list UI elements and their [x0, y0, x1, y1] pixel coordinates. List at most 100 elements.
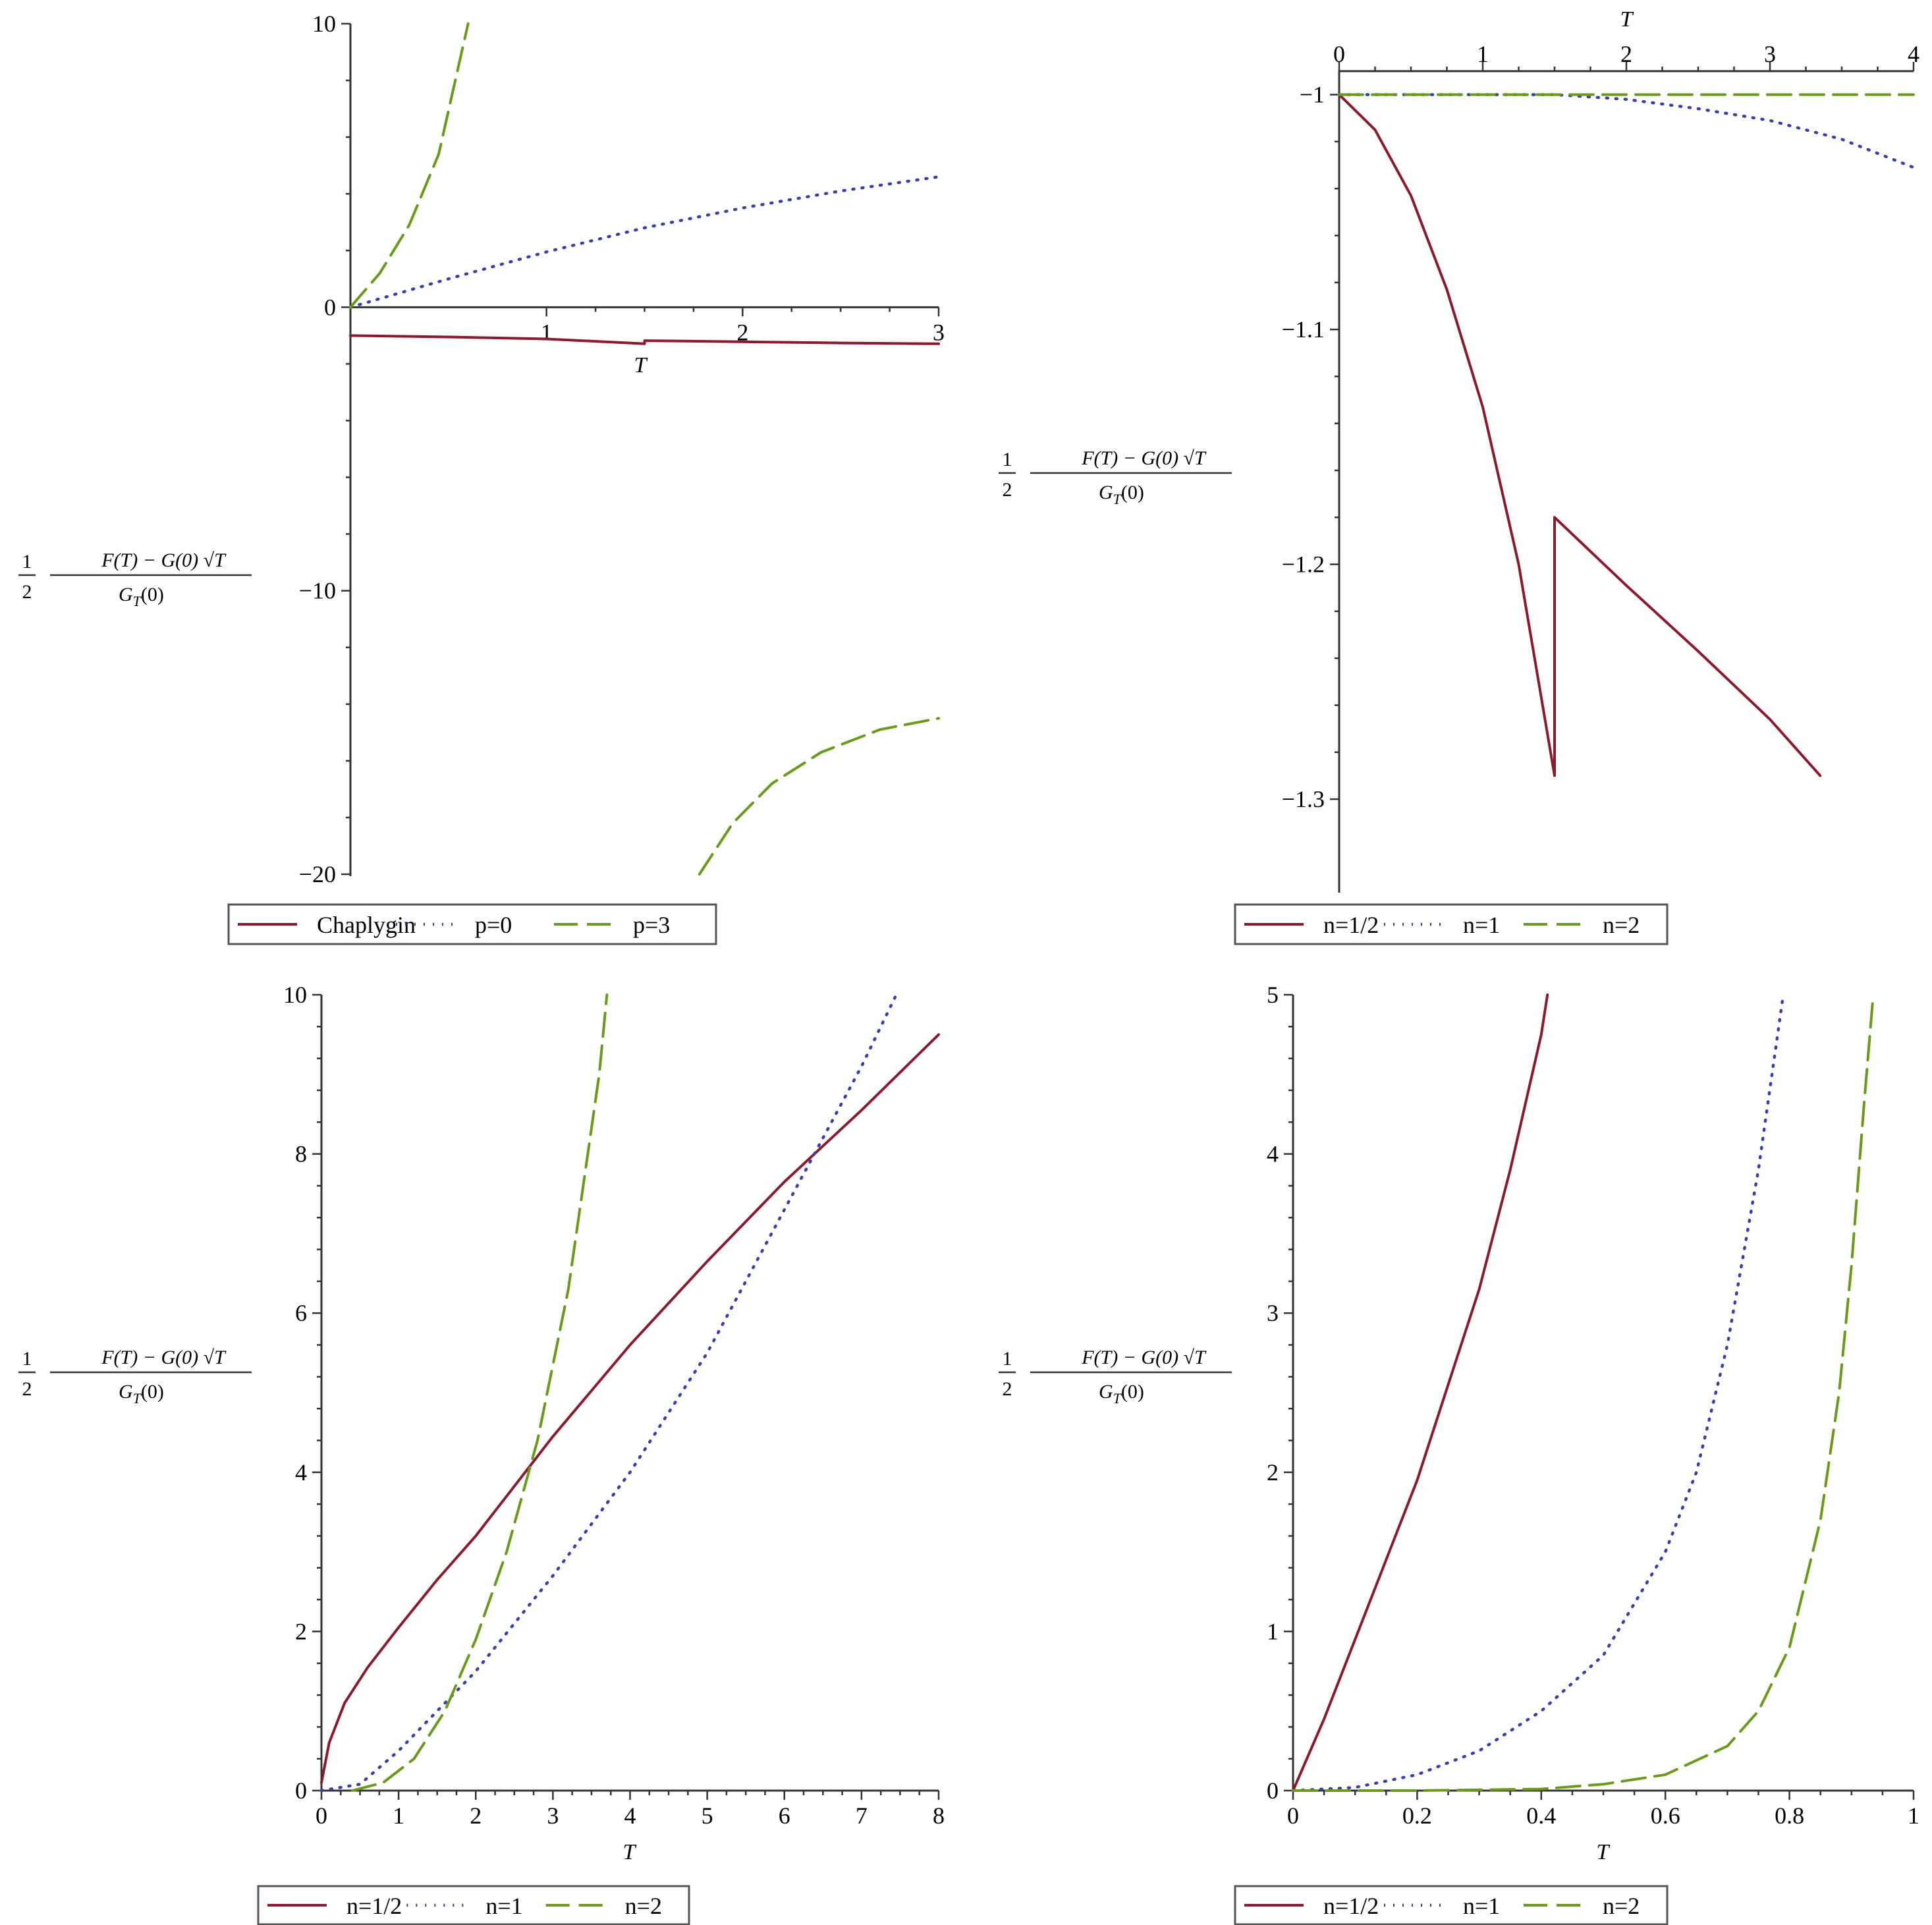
y-label-half-den: 2 — [22, 581, 32, 603]
legend-label: n=1 — [485, 1893, 522, 1919]
y-label-half-num: 1 — [1003, 449, 1012, 470]
y-tick-label: 6 — [295, 1300, 307, 1326]
y-tick-label: 10 — [312, 11, 336, 37]
y-label-denominator: GT(0) — [119, 584, 164, 609]
y-label-half-num: 1 — [22, 1348, 32, 1370]
y-tick-label: 1 — [1267, 1618, 1279, 1644]
series-line-n_two — [350, 993, 609, 1792]
y-tick-label: 2 — [295, 1618, 307, 1644]
chart-panel-top-right: 0 1 2 3 4 −1 −1.1 −1.2 −1.3 T 1 2 F(T) − G(0) √T GT(0… — [999, 7, 1919, 945]
series-group — [319, 993, 940, 1793]
y-label-half-num: 1 — [22, 551, 32, 572]
legend-box — [257, 1885, 690, 1925]
series-line-n_one — [1337, 93, 1916, 169]
legend-box — [1234, 903, 1669, 945]
legend-label: n=1/2 — [1323, 1893, 1379, 1919]
legend-label: n=2 — [1603, 1893, 1640, 1919]
series-line-n_one — [348, 175, 941, 309]
x-tick-label: 0.8 — [1775, 1802, 1804, 1829]
x-tick-label: 3 — [547, 1802, 559, 1829]
chart-panel-bottom-right: 0 0.2 0.4 0.6 0.8 1 0 1 2 3 4 5 T 1 2 F(T) − G(0) √T GT(… — [999, 982, 1919, 1925]
legend-label: p=3 — [633, 912, 670, 938]
y-tick-label: 0 — [324, 294, 336, 320]
x-tick-label: 3 — [933, 319, 945, 345]
legend-label: n=2 — [625, 1893, 662, 1919]
y-label-numerator: F(T) − G(0) √T — [101, 549, 227, 571]
y-tick-label: 3 — [1267, 1300, 1279, 1326]
y-label-half-den: 2 — [22, 1378, 32, 1400]
x-tick-label: 0 — [1333, 41, 1345, 67]
legend: Chaplygin p=0 p=3 — [227, 903, 717, 945]
series-group — [1291, 993, 1875, 1793]
y-axis-label: 1 2 F(T) − G(0) √T GT(0) — [999, 447, 1232, 507]
x-tick-label: 1 — [1477, 41, 1489, 67]
x-tick-label: 2 — [1620, 41, 1632, 67]
y-label-denominator: GT(0) — [1099, 1381, 1144, 1407]
legend-label: p=0 — [475, 912, 512, 938]
legend: n=1/2 n=1 n=2 — [257, 1885, 690, 1925]
y-label-half-den: 2 — [1003, 479, 1012, 501]
y-tick-label: −10 — [299, 578, 336, 604]
legend-label: n=1 — [1463, 912, 1500, 938]
y-tick-label: −1.2 — [1282, 551, 1325, 578]
y-tick-label: 8 — [295, 1141, 307, 1167]
y-tick-label: 2 — [1267, 1459, 1279, 1486]
chart-panel-top-left: 1 2 3 10 0 −10 −20 T 1 2 F(T) − G(0) √T GT(0) Chaply… — [18, 11, 945, 945]
legend-label: n=2 — [1603, 912, 1640, 938]
x-axis-label: T — [1597, 1840, 1611, 1864]
y-tick-label: 5 — [1267, 982, 1279, 1008]
series-group — [348, 22, 941, 876]
y-label-half-num: 1 — [1003, 1348, 1012, 1370]
series-line-n_two — [1292, 993, 1875, 1792]
x-tick-label: 0.4 — [1526, 1802, 1556, 1829]
x-axis-label: T — [1620, 7, 1634, 32]
x-axis-label: T — [634, 353, 648, 377]
x-tick-label: 0.2 — [1402, 1802, 1432, 1829]
legend-box — [227, 903, 717, 945]
series-line-n_two — [349, 22, 470, 309]
series-line-n_half — [320, 1033, 940, 1784]
y-label-denominator: GT(0) — [119, 1381, 164, 1407]
legend: n=1/2 n=1 n=2 — [1234, 903, 1669, 945]
legend-label: n=1 — [1463, 1893, 1500, 1919]
x-tick-label: 3 — [1764, 41, 1776, 67]
legend-box — [1234, 1885, 1669, 1925]
legend-label: n=1/2 — [346, 1893, 402, 1919]
x-tick-label: 6 — [779, 1802, 790, 1829]
series-line-n_half — [1292, 993, 1549, 1792]
x-tick-label: 4 — [624, 1802, 636, 1829]
x-tick-label: 1 — [541, 319, 553, 345]
x-tick-label: 5 — [702, 1802, 713, 1829]
x-tick-label: 8 — [933, 1802, 945, 1829]
y-label-numerator: F(T) − G(0) √T — [1081, 447, 1207, 469]
y-tick-label: −1.1 — [1282, 316, 1325, 343]
series-line-n_one — [319, 993, 898, 1793]
legend-label: n=1/2 — [1323, 912, 1379, 938]
y-tick-label: 4 — [1267, 1141, 1279, 1167]
series-group — [1337, 93, 1916, 777]
series-line-n_half — [1338, 93, 1822, 777]
x-tick-label: 1 — [1908, 1802, 1919, 1829]
legend-label: Chaplygin — [317, 912, 416, 938]
x-tick-label: 4 — [1908, 41, 1919, 67]
series-line-n_two — [698, 717, 940, 876]
x-tick-label: 1 — [393, 1802, 404, 1829]
x-tick-label: 0.6 — [1651, 1802, 1680, 1829]
y-tick-label: 4 — [295, 1459, 307, 1486]
series-line-n_one — [1291, 993, 1785, 1793]
y-axis-label: 1 2 F(T) − G(0) √T GT(0) — [999, 1347, 1232, 1407]
y-tick-label: 10 — [283, 982, 307, 1008]
x-tick-label: 7 — [856, 1802, 868, 1829]
y-tick-label: 0 — [1267, 1777, 1279, 1804]
y-label-denominator: GT(0) — [1099, 482, 1144, 507]
series-line-n_half — [349, 334, 940, 345]
x-tick-label: 0 — [1287, 1802, 1299, 1829]
y-tick-label: −1 — [1300, 82, 1325, 108]
chart-panel-bottom-left: 0 1 2 3 4 5 6 7 8 0 2 4 6 8 10 T 1 2 F(T) − G(0) √T GT(0) n=… — [18, 982, 945, 1925]
y-tick-label: −1.3 — [1282, 786, 1325, 812]
x-axis-label: T — [623, 1840, 637, 1864]
x-tick-label: 2 — [470, 1802, 482, 1829]
y-tick-label: −20 — [299, 861, 336, 887]
legend: n=1/2 n=1 n=2 — [1234, 1885, 1669, 1925]
